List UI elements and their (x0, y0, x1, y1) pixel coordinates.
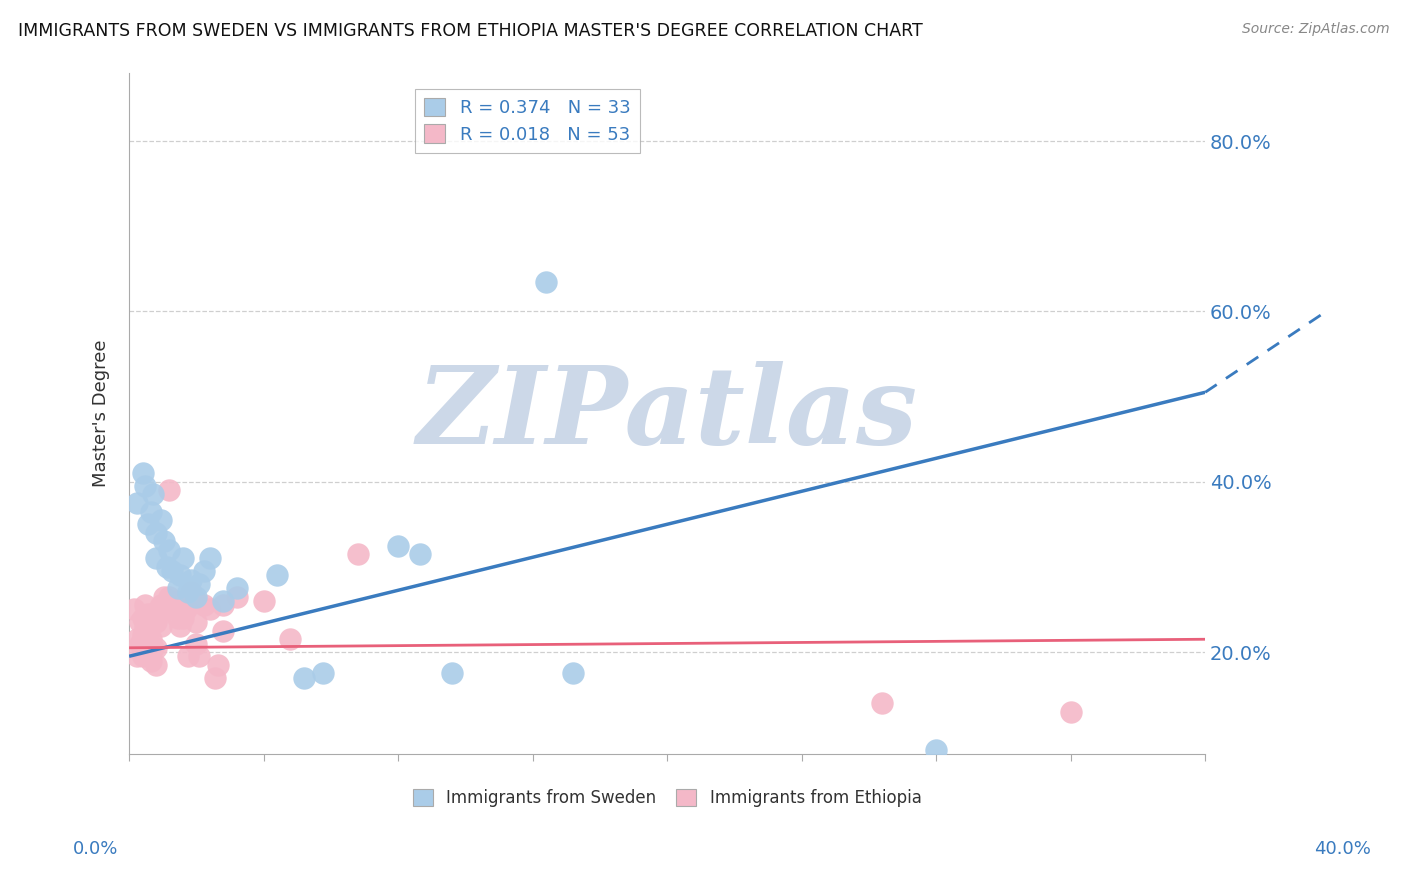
Point (180, 573, 202, 587)
Point (408, 547, 430, 561)
Point (145, 551, 167, 566)
Point (188, 577, 211, 591)
Point (212, 598, 235, 612)
Point (204, 671, 226, 685)
Point (186, 594, 208, 608)
Point (292, 671, 315, 685)
Point (159, 590, 181, 604)
Point (127, 649, 149, 664)
Point (172, 594, 194, 608)
Point (387, 539, 409, 553)
Point (198, 602, 221, 616)
Point (156, 560, 179, 574)
Point (186, 636, 208, 650)
Point (212, 624, 235, 638)
Point (534, 275, 557, 289)
Point (131, 611, 153, 625)
Point (128, 615, 150, 630)
Point (172, 551, 194, 566)
Point (134, 598, 156, 612)
Point (127, 496, 149, 510)
Text: 0.0%: 0.0% (73, 840, 118, 858)
Point (156, 602, 179, 616)
Point (131, 649, 153, 664)
Point (131, 466, 153, 480)
Point (160, 564, 183, 578)
Point (166, 581, 188, 595)
Point (193, 598, 215, 612)
Point (142, 487, 165, 501)
Legend: Immigrants from Sweden, Immigrants from Ethiopia: Immigrants from Sweden, Immigrants from … (406, 782, 928, 814)
Point (131, 628, 153, 642)
Point (1059, 705, 1081, 719)
Point (177, 585, 200, 599)
Point (145, 640, 167, 655)
Point (925, 743, 948, 757)
Point (252, 594, 274, 608)
Point (872, 696, 894, 710)
Point (166, 611, 188, 625)
Point (159, 483, 181, 498)
Point (212, 594, 235, 608)
Point (127, 632, 149, 647)
Point (440, 666, 463, 681)
Point (150, 598, 173, 612)
Point (186, 590, 208, 604)
Point (145, 657, 167, 672)
Point (159, 542, 181, 557)
Text: ZIPatlas: ZIPatlas (416, 360, 918, 467)
Point (128, 636, 150, 650)
Point (312, 666, 335, 681)
Point (166, 598, 188, 612)
Point (153, 534, 176, 549)
Point (169, 568, 191, 582)
Point (139, 504, 162, 518)
Point (160, 598, 183, 612)
Point (134, 636, 156, 650)
Point (562, 666, 585, 681)
Text: 40.0%: 40.0% (1315, 840, 1371, 858)
Point (139, 632, 162, 647)
Point (124, 602, 146, 616)
Point (198, 551, 221, 566)
Point (136, 517, 159, 532)
Point (169, 619, 191, 633)
Point (142, 640, 165, 655)
Point (139, 611, 162, 625)
Point (172, 611, 194, 625)
Point (207, 657, 229, 672)
Text: Source: ZipAtlas.com: Source: ZipAtlas.com (1241, 22, 1389, 37)
Point (134, 619, 156, 633)
Point (153, 590, 176, 604)
Point (148, 602, 170, 616)
Text: IMMIGRANTS FROM SWEDEN VS IMMIGRANTS FROM ETHIOPIA MASTER'S DEGREE CORRELATION C: IMMIGRANTS FROM SWEDEN VS IMMIGRANTS FRO… (18, 22, 922, 40)
Point (174, 602, 197, 616)
Point (134, 479, 156, 493)
Point (150, 619, 173, 633)
Point (188, 649, 211, 664)
Point (280, 632, 302, 647)
Point (139, 654, 162, 668)
Point (186, 615, 208, 630)
Point (177, 649, 200, 664)
Point (225, 581, 247, 595)
Point (136, 632, 159, 647)
Point (180, 585, 202, 599)
Point (346, 547, 368, 561)
Point (145, 615, 167, 630)
Point (136, 607, 159, 621)
Point (163, 594, 186, 608)
Point (150, 513, 173, 527)
Point (225, 590, 247, 604)
Point (193, 564, 215, 578)
Y-axis label: Master's Degree: Master's Degree (93, 340, 110, 487)
Point (266, 568, 288, 582)
Point (145, 525, 167, 540)
